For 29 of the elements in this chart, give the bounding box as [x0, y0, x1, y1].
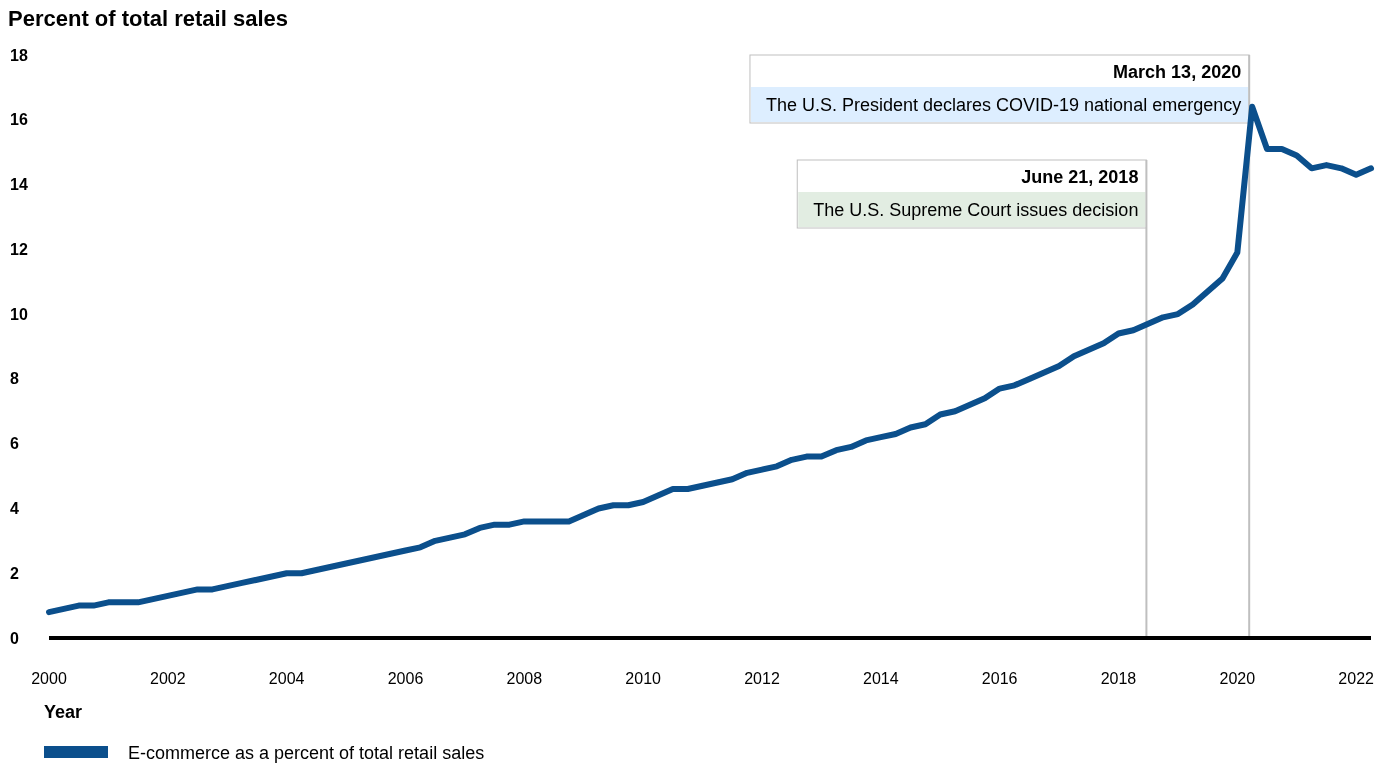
legend-label: E-commerce as a percent of total retail sales — [128, 743, 485, 763]
x-tick-label: 2018 — [1100, 670, 1137, 687]
x-tick-label: 2004 — [268, 670, 305, 687]
y-tick-label: 12 — [10, 240, 28, 258]
x-tick-label: 2022 — [1338, 670, 1375, 687]
x-tick-label: 2010 — [625, 670, 662, 687]
y-tick-label: 16 — [10, 111, 28, 129]
y-tick-label: 4 — [10, 500, 19, 518]
y-tick-label: 18 — [10, 46, 28, 64]
ref-line-label: June 21, 2018 — [1021, 167, 1139, 187]
x-tick-label: 2020 — [1219, 670, 1256, 687]
annotation: The U.S. President declares COVID-19 national emergency — [765, 95, 1242, 115]
x-tick-label: 2006 — [387, 670, 424, 687]
x-tick-label: 2000 — [31, 670, 67, 687]
x-tick-label: 2014 — [863, 670, 899, 687]
y-tick-label: 0 — [10, 629, 19, 647]
x-tick-label: 2016 — [981, 670, 1018, 687]
annotation: The U.S. Supreme Court issues decision — [813, 200, 1139, 220]
y-tick-label: 2 — [10, 564, 19, 582]
x-tick-label: 2012 — [744, 670, 780, 687]
x-tick-label: 2008 — [506, 670, 543, 687]
ref-line-label: March 13, 2020 — [1113, 62, 1242, 82]
x-axis-title: Year — [44, 702, 83, 722]
y-tick-label: 10 — [10, 305, 28, 323]
x-tick-label: 2002 — [150, 670, 186, 687]
y-tick-label: 14 — [10, 176, 28, 194]
y-axis-title: Percent of total retail sales — [8, 6, 288, 31]
y-tick-label: 8 — [10, 370, 19, 388]
y-tick-label: 6 — [10, 435, 19, 453]
